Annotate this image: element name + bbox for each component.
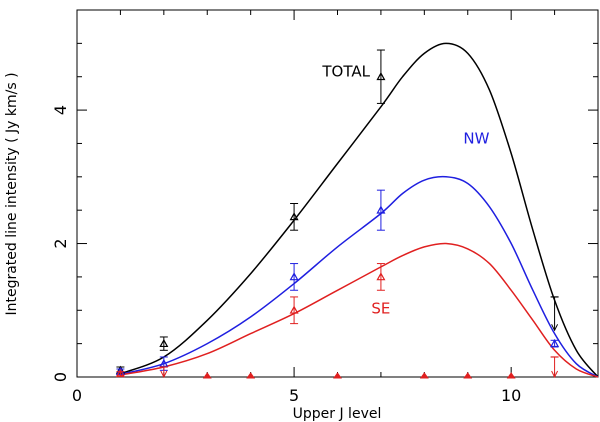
x-tick-label: 5 — [289, 386, 299, 405]
y-tick-label: 0 — [51, 372, 70, 382]
curves — [120, 42, 599, 378]
markers — [115, 49, 560, 379]
series-se-nondetection — [463, 372, 473, 379]
series-se-nondetection — [246, 372, 256, 379]
y-tick-label: 4 — [51, 105, 70, 115]
labels: TOTAL NW SE — [321, 63, 489, 318]
curve-label-total: TOTAL — [321, 63, 370, 81]
series-se-point — [376, 272, 386, 281]
series-se-point — [115, 368, 125, 378]
series-total-point — [376, 71, 386, 81]
x-tick-label: 0 — [72, 386, 82, 405]
curve-label-se: SE — [371, 300, 390, 318]
series-se-nondetection — [506, 372, 516, 379]
series-total-curve — [120, 42, 599, 378]
series-total-limit-arrow — [551, 324, 559, 332]
series-nw-point — [376, 205, 386, 214]
series-se-limit-arrow — [551, 370, 559, 379]
series-se-point — [289, 305, 299, 314]
series-total-point — [289, 212, 299, 221]
series-total-point — [159, 338, 169, 348]
x-tick-label: 10 — [501, 386, 521, 405]
series-nw-point — [550, 338, 560, 348]
y-tick-label: 2 — [51, 238, 70, 248]
y-axis-label: Integrated line intensity ( Jy km/s ) — [4, 72, 20, 315]
series-se-curve — [120, 242, 599, 378]
series-se-nondetection — [202, 372, 212, 379]
series-nw-curve — [120, 175, 599, 378]
series-se-nondetection — [333, 372, 342, 379]
curve-label-nw: NW — [463, 129, 489, 147]
series-se-nondetection — [419, 372, 429, 379]
series-nw-point — [289, 272, 299, 281]
series-se-limit-arrow — [160, 370, 168, 379]
x-axis-label: Upper J level — [293, 406, 382, 422]
